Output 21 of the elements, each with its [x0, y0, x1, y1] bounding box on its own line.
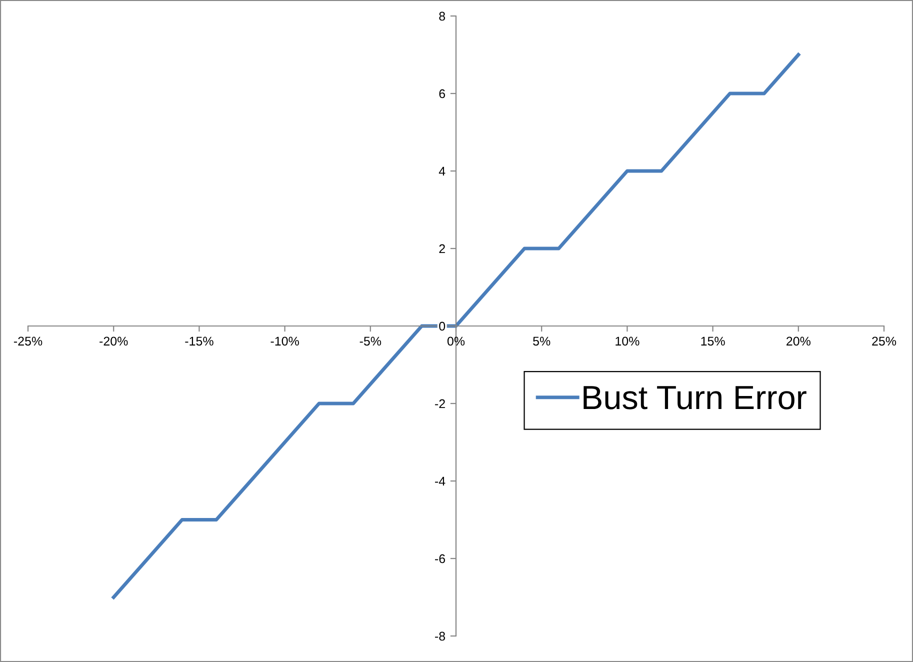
legend-label: Bust Turn Error [584, 386, 806, 410]
x-tick-label: 5% [533, 336, 550, 346]
y-tick-label: 4 [438, 166, 446, 176]
y-tick-label: -2 [435, 399, 445, 408]
x-tick-label: -20% [100, 336, 128, 346]
y-tick-label: -6 [435, 554, 446, 564]
x-tick-label: -15% [185, 336, 214, 346]
y-tick-label: 2 [439, 244, 445, 254]
x-tick-label: 20% [786, 336, 810, 346]
y-tick-label: -4 [435, 476, 446, 486]
y-tick-label: 6 [439, 89, 446, 98]
y-tick-label: 8 [439, 12, 446, 21]
y-tick-label: 0 [439, 322, 446, 331]
x-tick-label: -5% [360, 336, 382, 346]
x-tick-label: -25% [14, 336, 42, 346]
x-tick-label: 10% [616, 336, 640, 346]
y-tick-label: -8 [435, 632, 446, 641]
x-tick-label: 15% [701, 336, 725, 346]
x-tick-label: -10% [270, 336, 299, 346]
x-tick-label: 25% [872, 336, 896, 346]
x-tick-label: 0% [447, 336, 465, 346]
